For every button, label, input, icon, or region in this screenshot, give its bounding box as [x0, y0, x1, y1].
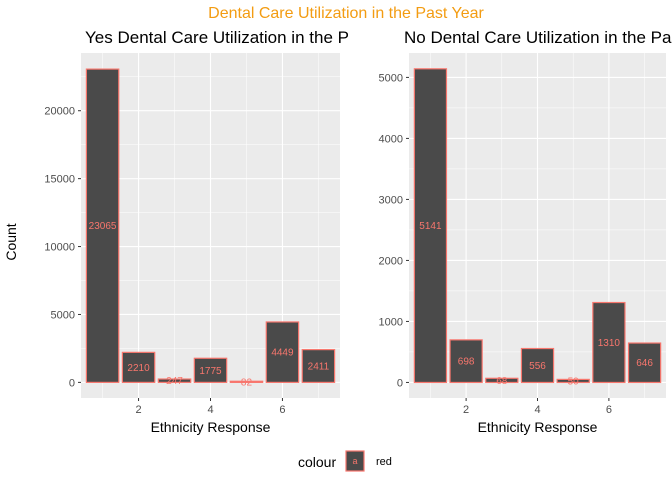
legend-label: red [376, 456, 392, 468]
y-tick-label-no: 2000 [379, 255, 403, 267]
panel-yes: 2306522102471775824449241105000100001500… [44, 28, 411, 435]
bar-label-yes-4: 1775 [199, 366, 222, 377]
legend-title: colour [298, 454, 336, 470]
x-tick-label-yes: 2 [135, 404, 141, 416]
panel-title-no: No Dental Care Utilization in the Past Y… [404, 28, 672, 47]
y-tick-label-no: 3000 [379, 194, 403, 206]
legend-key-text: a [352, 456, 357, 466]
bar-label-yes-7: 2411 [308, 362, 330, 373]
x-tick-label-no: 6 [606, 404, 612, 416]
bar-label-no-2: 698 [458, 357, 475, 368]
x-axis-title-yes: Ethnicity Response [151, 419, 271, 435]
bar-no-7 [627, 342, 662, 384]
y-tick-label-no: 5000 [379, 72, 403, 84]
y-tick-label-yes: 15000 [44, 174, 75, 186]
x-axis-title-no: Ethnicity Response [478, 419, 598, 435]
bar-yes-3 [157, 378, 192, 383]
x-tick-label-no: 2 [463, 404, 469, 416]
bar-no-5 [556, 378, 590, 384]
bar-yes-7 [301, 349, 336, 383]
y-tick-label-yes: 0 [69, 377, 75, 389]
bar-label-no-3: 68 [496, 376, 508, 387]
bar-label-yes-5: 82 [241, 377, 253, 388]
bar-yes-1 [85, 68, 120, 383]
bar-label-yes-6: 4449 [271, 348, 294, 359]
x-tick-label-yes: 4 [207, 404, 213, 416]
bar-no-2 [449, 339, 483, 384]
y-tick-label-yes: 20000 [44, 106, 75, 118]
bar-label-no-7: 646 [636, 358, 653, 369]
panel-no: 5141 698 68 556 50 1310 646 0 1000 2000 3000 4000 50… [379, 28, 672, 435]
x-tick-label-no: 4 [534, 404, 540, 416]
bar-label-no-1: 5141 [419, 221, 442, 232]
chart-title: Dental Care Utilization in the Past Year [208, 5, 484, 22]
y-tick-label-no: 1000 [379, 316, 403, 328]
bar-label-no-6: 1310 [598, 338, 621, 349]
bar-yes-6 [265, 321, 300, 383]
shared-y-axis-title: Count [3, 223, 19, 260]
bar-no-6 [592, 301, 626, 384]
x-tick-label-yes: 6 [279, 404, 285, 416]
bar-no-4 [520, 347, 555, 384]
panel-title-yes: Yes Dental Care Utilization in the Past … [85, 28, 411, 47]
bar-yes-5 [229, 380, 264, 383]
y-tick-label-yes: 10000 [44, 242, 75, 254]
bar-label-no-4: 556 [529, 361, 546, 372]
bar-yes-4 [193, 357, 228, 383]
y-tick-label-yes: 5000 [51, 309, 75, 321]
bar-label-yes-2: 2210 [127, 363, 150, 374]
bar-no-1 [413, 68, 448, 384]
bar-label-yes-1: 23065 [89, 221, 117, 232]
y-tick-label-no: 0 [397, 377, 403, 389]
bar-label-yes-3: 247 [166, 376, 183, 387]
legend-key [345, 450, 365, 472]
bar-yes-2 [121, 351, 156, 383]
bar-label-no-5: 50 [568, 376, 580, 387]
legend: colour a red [298, 450, 392, 472]
bar-no-3 [485, 377, 519, 384]
y-tick-label-no: 4000 [379, 133, 403, 145]
